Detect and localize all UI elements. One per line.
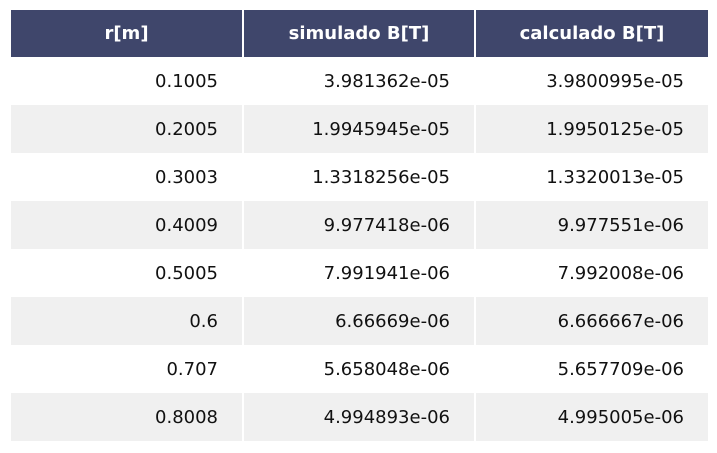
cell-radius: 0.4009 [11,201,244,249]
cell-radius: 0.5005 [11,249,244,297]
cell-calculated: 1.9950125e-05 [475,105,708,153]
header-row: r[m] simulado B[T] calculado B[T] [11,10,708,57]
cell-calculated: 6.666667e-06 [475,297,708,345]
table-row: 0.707 5.658048e-06 5.657709e-06 [11,345,708,393]
cell-radius: 0.2005 [11,105,244,153]
cell-simulated: 3.981362e-05 [243,57,476,105]
table-row: 0.3003 1.3318256e-05 1.3320013e-05 [11,153,708,201]
data-table: r[m] simulado B[T] calculado B[T] 0.1005… [11,10,708,441]
column-header-calculated: calculado B[T] [475,10,708,57]
cell-simulated: 7.991941e-06 [243,249,476,297]
table-row: 0.6 6.66669e-06 6.666667e-06 [11,297,708,345]
cell-simulated: 9.977418e-06 [243,201,476,249]
table-header: r[m] simulado B[T] calculado B[T] [11,10,708,57]
cell-simulated: 1.9945945e-05 [243,105,476,153]
cell-radius: 0.6 [11,297,244,345]
cell-simulated: 4.994893e-06 [243,393,476,441]
table-row: 0.2005 1.9945945e-05 1.9950125e-05 [11,105,708,153]
table-body: 0.1005 3.981362e-05 3.9800995e-05 0.2005… [11,57,708,441]
column-header-radius: r[m] [11,10,244,57]
data-table-container: r[m] simulado B[T] calculado B[T] 0.1005… [11,10,708,441]
table-row: 0.8008 4.994893e-06 4.995005e-06 [11,393,708,441]
cell-calculated: 5.657709e-06 [475,345,708,393]
cell-simulated: 1.3318256e-05 [243,153,476,201]
cell-radius: 0.707 [11,345,244,393]
cell-calculated: 3.9800995e-05 [475,57,708,105]
cell-radius: 0.3003 [11,153,244,201]
table-row: 0.5005 7.991941e-06 7.992008e-06 [11,249,708,297]
cell-simulated: 5.658048e-06 [243,345,476,393]
cell-radius: 0.8008 [11,393,244,441]
cell-calculated: 9.977551e-06 [475,201,708,249]
cell-calculated: 7.992008e-06 [475,249,708,297]
cell-radius: 0.1005 [11,57,244,105]
table-row: 0.4009 9.977418e-06 9.977551e-06 [11,201,708,249]
cell-simulated: 6.66669e-06 [243,297,476,345]
column-header-simulated: simulado B[T] [243,10,476,57]
cell-calculated: 4.995005e-06 [475,393,708,441]
cell-calculated: 1.3320013e-05 [475,153,708,201]
table-row: 0.1005 3.981362e-05 3.9800995e-05 [11,57,708,105]
